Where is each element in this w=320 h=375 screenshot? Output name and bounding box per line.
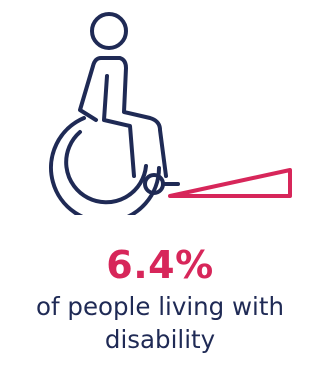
head-shape [90, 12, 128, 50]
wheelchair-ramp-illustration [49, 12, 292, 215]
wheelchair-user-icon [49, 12, 180, 215]
stat-value: 6.4% [106, 243, 214, 287]
wheel-inner-shape [64, 130, 148, 205]
stat-caption: of people living with disability [35, 292, 284, 354]
body-shape [78, 56, 168, 178]
ramp-icon [168, 168, 292, 198]
wheel-shape [49, 116, 161, 215]
